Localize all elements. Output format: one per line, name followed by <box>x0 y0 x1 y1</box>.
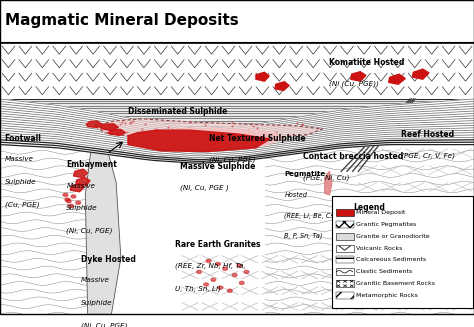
Text: Clastic Sediments: Clastic Sediments <box>356 269 413 274</box>
Text: B, P, Sn, Ta): B, P, Sn, Ta) <box>284 232 323 239</box>
Polygon shape <box>86 121 102 128</box>
Text: Reef Hosted: Reef Hosted <box>401 130 454 139</box>
Text: Sulphide: Sulphide <box>81 300 112 305</box>
Text: Dyke Hosted: Dyke Hosted <box>81 255 136 264</box>
Circle shape <box>65 198 70 201</box>
Text: Massive: Massive <box>5 156 34 162</box>
Text: Massive: Massive <box>66 183 95 189</box>
Polygon shape <box>76 178 90 185</box>
Circle shape <box>232 273 237 277</box>
Circle shape <box>63 193 68 197</box>
Bar <box>332 197 473 308</box>
Polygon shape <box>275 82 289 91</box>
Circle shape <box>66 199 71 203</box>
Text: (Cu, PGE): (Cu, PGE) <box>5 201 39 208</box>
Polygon shape <box>128 129 284 148</box>
Circle shape <box>223 267 228 270</box>
Text: (Ni, Cu, PGE): (Ni, Cu, PGE) <box>81 322 127 327</box>
Polygon shape <box>85 138 121 314</box>
Circle shape <box>206 259 211 263</box>
Bar <box>0 43 474 99</box>
Text: Calcareous Sediments: Calcareous Sediments <box>356 257 427 263</box>
Bar <box>336 280 354 287</box>
Text: Embayment: Embayment <box>66 160 117 169</box>
Text: (REE, Zr, Nb, Hf, Ta,: (REE, Zr, Nb, Hf, Ta, <box>175 263 246 269</box>
Circle shape <box>76 201 81 204</box>
Text: Net Textured Sulphide: Net Textured Sulphide <box>209 134 305 143</box>
Text: Grantic Pegmatites: Grantic Pegmatites <box>356 222 417 227</box>
Polygon shape <box>108 129 126 135</box>
Bar <box>336 292 354 299</box>
Polygon shape <box>95 119 322 139</box>
Circle shape <box>197 270 201 273</box>
Text: Rare Earth Granites: Rare Earth Granites <box>175 240 261 250</box>
Circle shape <box>237 264 242 267</box>
Text: Legend: Legend <box>353 203 385 212</box>
Bar <box>0 99 474 145</box>
Bar <box>336 221 354 228</box>
Text: Mineral Deposit: Mineral Deposit <box>356 210 406 215</box>
Circle shape <box>71 195 76 198</box>
Text: (Ni, Cu, PGE): (Ni, Cu, PGE) <box>209 156 255 163</box>
Text: (Ni, Cu, PGE): (Ni, Cu, PGE) <box>66 228 113 234</box>
Polygon shape <box>128 130 270 151</box>
Text: Sulphide: Sulphide <box>66 205 98 211</box>
Polygon shape <box>389 74 405 84</box>
Text: Disseminated Sulphide: Disseminated Sulphide <box>128 107 228 116</box>
Text: Hosted: Hosted <box>284 192 307 198</box>
Polygon shape <box>70 184 84 192</box>
Text: Volcanic Rocks: Volcanic Rocks <box>356 246 403 251</box>
Circle shape <box>211 278 216 281</box>
Circle shape <box>244 270 249 273</box>
Circle shape <box>228 289 232 292</box>
Text: (Ni, Cu, PGE ): (Ni, Cu, PGE ) <box>180 184 229 191</box>
Polygon shape <box>0 99 474 164</box>
Text: Massive: Massive <box>81 277 109 283</box>
Text: Komatiite Hosted: Komatiite Hosted <box>329 58 405 67</box>
Bar <box>336 256 354 264</box>
Bar <box>0 145 474 314</box>
Bar <box>336 233 354 240</box>
Text: Massive Sulphide: Massive Sulphide <box>180 162 255 171</box>
Text: (PGE, Cr, V, Fe): (PGE, Cr, V, Fe) <box>401 153 455 160</box>
Text: (Ni (Cu, PGE)): (Ni (Cu, PGE)) <box>329 81 379 87</box>
Text: Contact breccia hosted: Contact breccia hosted <box>303 152 403 162</box>
Text: Sulphide: Sulphide <box>5 179 36 184</box>
Circle shape <box>216 263 220 266</box>
Text: Pegmatite: Pegmatite <box>284 171 326 177</box>
Text: (REE, Li, Be, Cs,: (REE, Li, Be, Cs, <box>284 212 336 219</box>
Polygon shape <box>325 171 332 195</box>
Circle shape <box>69 204 73 207</box>
Polygon shape <box>351 72 366 81</box>
Text: Magmatic Mineral Deposits: Magmatic Mineral Deposits <box>5 13 238 28</box>
Bar <box>336 268 354 275</box>
Circle shape <box>239 281 244 284</box>
Polygon shape <box>412 69 429 79</box>
Text: Metamorphic Rocks: Metamorphic Rocks <box>356 293 419 298</box>
Bar <box>336 245 354 251</box>
Text: Granite or Granodiorite: Granite or Granodiorite <box>356 234 430 239</box>
Bar <box>336 209 354 216</box>
Text: Granitic Basement Rocks: Granitic Basement Rocks <box>356 281 436 286</box>
Polygon shape <box>73 169 88 178</box>
Text: Footwall: Footwall <box>5 134 42 143</box>
Polygon shape <box>256 72 269 81</box>
Circle shape <box>218 286 223 289</box>
Circle shape <box>204 283 209 286</box>
Polygon shape <box>100 124 118 130</box>
Text: U, Th, Sn, Li): U, Th, Sn, Li) <box>175 285 221 292</box>
Text: (PGE, Ni, Cu): (PGE, Ni, Cu) <box>303 175 350 181</box>
